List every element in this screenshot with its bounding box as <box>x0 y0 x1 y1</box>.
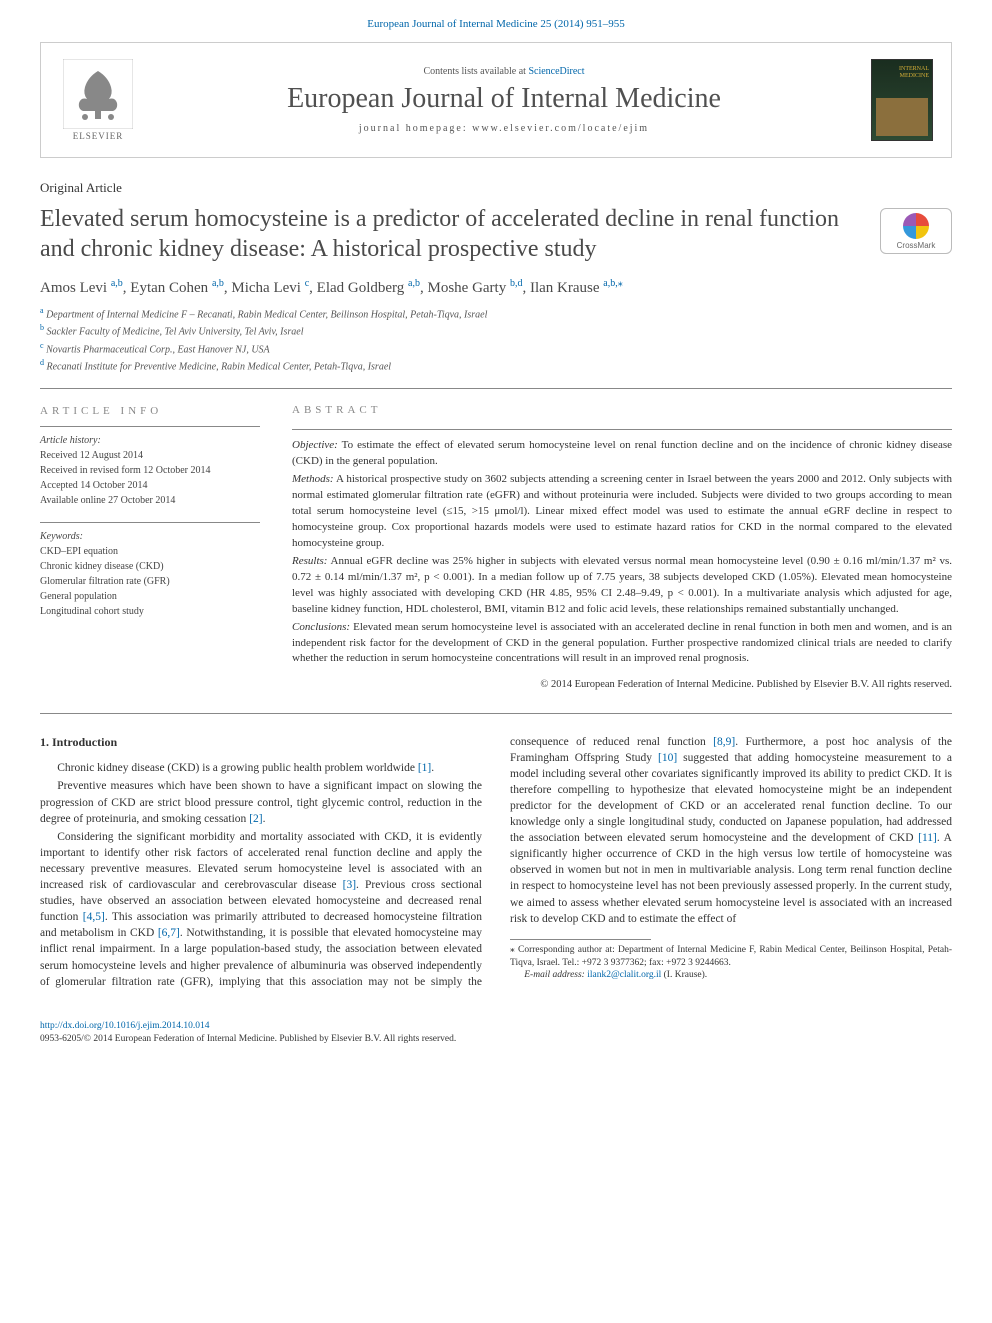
history-accepted: Accepted 14 October 2014 <box>40 478 260 493</box>
header-center: Contents lists available at ScienceDirec… <box>157 66 851 134</box>
keyword: Longitudinal cohort study <box>40 604 260 619</box>
ref-10[interactable]: [10] <box>658 752 677 764</box>
crossmark-icon <box>903 213 929 239</box>
crossmark-label: CrossMark <box>897 241 936 250</box>
abstract-copyright: © 2014 European Federation of Internal M… <box>292 677 952 692</box>
footnote-text: Corresponding author at: Department of I… <box>510 945 952 968</box>
authors-list: Amos Levi a,b, Eytan Cohen a,b, Micha Le… <box>40 278 952 297</box>
intro-p1a: Chronic kidney disease (CKD) is a growin… <box>57 762 418 774</box>
cover-image <box>876 98 928 136</box>
homepage-url: www.elsevier.com/locate/ejim <box>472 123 649 134</box>
ref-45[interactable]: [4,5] <box>83 911 105 923</box>
ref-67[interactable]: [6,7] <box>158 927 180 939</box>
elsevier-label: ELSEVIER <box>73 131 124 141</box>
history-online: Available online 27 October 2014 <box>40 493 260 508</box>
article-history: Article history: Received 12 August 2014… <box>40 426 260 508</box>
homepage-prefix: journal homepage: <box>359 123 472 134</box>
affiliations-list: a Department of Internal Medicine F – Re… <box>40 305 952 374</box>
email-suffix: (I. Krause). <box>661 970 707 980</box>
crossmark-badge[interactable]: CrossMark <box>880 208 952 254</box>
keywords-label: Keywords: <box>40 529 260 544</box>
keywords-block: Keywords: CKD–EPI equationChronic kidney… <box>40 522 260 619</box>
journal-name: European Journal of Internal Medicine <box>157 83 851 115</box>
rule-top <box>40 388 952 389</box>
keyword: Glomerular filtration rate (GFR) <box>40 574 260 589</box>
results-label: Results: <box>292 555 327 567</box>
journal-cover-thumbnail: INTERNAL MEDICINE <box>871 59 933 141</box>
keyword: General population <box>40 589 260 604</box>
ref-89[interactable]: [8,9] <box>713 736 735 748</box>
objective-label: Objective: <box>292 439 338 451</box>
conclusions-text: Elevated mean serum homocysteine level i… <box>292 621 952 665</box>
results-text: Annual eGFR decline was 25% higher in su… <box>292 555 952 615</box>
doi-link[interactable]: http://dx.doi.org/10.1016/j.ejim.2014.10… <box>40 1021 210 1031</box>
contents-line: Contents lists available at ScienceDirec… <box>157 66 851 77</box>
article-info-heading: article info <box>40 403 260 420</box>
corresponding-footnote: ⁎ Corresponding author at: Department of… <box>510 944 952 970</box>
article-info-sidebar: article info Article history: Received 1… <box>40 403 260 694</box>
abstract-rule <box>292 429 952 430</box>
intro-p1b: . <box>431 762 434 774</box>
intro-p3g: . A significantly higher occurrence of C… <box>510 832 952 924</box>
history-revised: Received in revised form 12 October 2014 <box>40 463 260 478</box>
objective-text: To estimate the effect of elevated serum… <box>292 439 952 467</box>
email-label: E-mail address: <box>524 970 587 980</box>
top-citation-link[interactable]: European Journal of Internal Medicine 25… <box>367 18 625 30</box>
ref-1[interactable]: [1] <box>418 762 431 774</box>
elsevier-tree-icon <box>63 59 133 129</box>
ref-2[interactable]: [2] <box>249 813 262 825</box>
abstract-heading: abstract <box>292 403 952 419</box>
elsevier-logo: ELSEVIER <box>59 55 137 145</box>
body-text: 1. Introduction Chronic kidney disease (… <box>40 734 952 990</box>
history-label: Article history: <box>40 433 260 448</box>
intro-heading: 1. Introduction <box>40 734 482 751</box>
sciencedirect-link[interactable]: ScienceDirect <box>528 66 584 77</box>
top-citation: European Journal of Internal Medicine 25… <box>0 0 992 42</box>
rule-bottom <box>40 713 952 714</box>
email-link[interactable]: ilank2@clalit.org.il <box>587 970 661 980</box>
contents-prefix: Contents lists available at <box>423 66 528 77</box>
ref-3[interactable]: [3] <box>343 879 356 891</box>
intro-p2b: . <box>263 813 266 825</box>
methods-label: Methods: <box>292 473 334 485</box>
history-received: Received 12 August 2014 <box>40 448 260 463</box>
article-type: Original Article <box>40 180 952 196</box>
cover-title: INTERNAL MEDICINE <box>872 66 929 79</box>
methods-text: A historical prospective study on 3602 s… <box>292 473 952 549</box>
issn-copyright: 0953-6205/© 2014 European Federation of … <box>40 1034 456 1044</box>
keyword: CKD–EPI equation <box>40 544 260 559</box>
homepage-line: journal homepage: www.elsevier.com/locat… <box>157 123 851 134</box>
email-footnote: E-mail address: ilank2@clalit.org.il (I.… <box>510 969 952 982</box>
abstract: abstract Objective: To estimate the effe… <box>292 403 952 694</box>
footnote-separator <box>510 939 651 940</box>
keyword: Chronic kidney disease (CKD) <box>40 559 260 574</box>
article-title: Elevated serum homocysteine is a predict… <box>40 204 862 264</box>
intro-p3f: suggested that adding homocysteine measu… <box>510 752 952 844</box>
conclusions-label: Conclusions: <box>292 621 350 633</box>
page-footer: http://dx.doi.org/10.1016/j.ejim.2014.10… <box>40 1020 952 1047</box>
ref-11[interactable]: [11] <box>918 832 937 844</box>
journal-header: ELSEVIER Contents lists available at Sci… <box>40 42 952 158</box>
